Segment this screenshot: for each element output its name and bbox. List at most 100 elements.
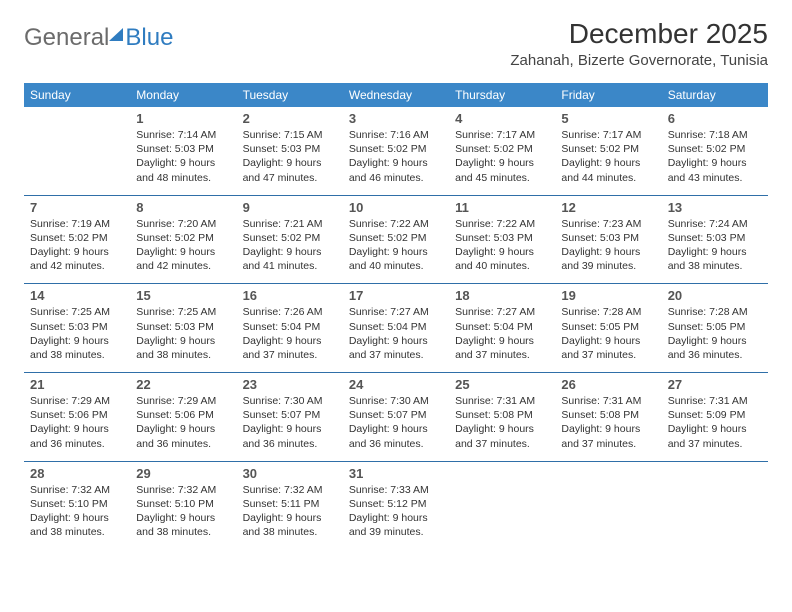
logo: General Blue bbox=[24, 24, 173, 52]
calendar-row: 7 Sunrise: 7:19 AMSunset: 5:02 PMDaylight… bbox=[24, 195, 768, 284]
weekday-header: Tuesday bbox=[237, 83, 343, 107]
calendar-cell: 14 Sunrise: 7:25 AMSunset: 5:03 PMDayligh… bbox=[24, 284, 130, 373]
calendar-cell: 11 Sunrise: 7:22 AMSunset: 5:03 PMDayligh… bbox=[449, 195, 555, 284]
day-number: 22 bbox=[136, 377, 230, 392]
day-number: 1 bbox=[136, 111, 230, 126]
day-details: Sunrise: 7:28 AMSunset: 5:05 PMDaylight:… bbox=[668, 305, 762, 362]
calendar-cell bbox=[555, 461, 661, 549]
weekday-header: Sunday bbox=[24, 83, 130, 107]
day-number: 23 bbox=[243, 377, 337, 392]
calendar-cell: 29 Sunrise: 7:32 AMSunset: 5:10 PMDayligh… bbox=[130, 461, 236, 549]
calendar-row: 14 Sunrise: 7:25 AMSunset: 5:03 PMDayligh… bbox=[24, 284, 768, 373]
calendar-cell: 2Sunrise: 7:15 AMSunset: 5:03 PMDaylight… bbox=[237, 107, 343, 195]
weekday-header: Wednesday bbox=[343, 83, 449, 107]
day-details: Sunrise: 7:21 AMSunset: 5:02 PMDaylight:… bbox=[243, 217, 337, 274]
calendar-cell bbox=[24, 107, 130, 195]
weekday-header-row: Sunday Monday Tuesday Wednesday Thursday… bbox=[24, 83, 768, 107]
day-number: 12 bbox=[561, 200, 655, 215]
day-number: 2 bbox=[243, 111, 337, 126]
day-details: Sunrise: 7:32 AMSunset: 5:10 PMDaylight:… bbox=[136, 483, 230, 540]
day-details: Sunrise: 7:25 AMSunset: 5:03 PMDaylight:… bbox=[136, 305, 230, 362]
calendar-cell bbox=[662, 461, 768, 549]
day-number: 20 bbox=[668, 288, 762, 303]
day-number: 9 bbox=[243, 200, 337, 215]
day-details: Sunrise: 7:19 AMSunset: 5:02 PMDaylight:… bbox=[30, 217, 124, 274]
day-details: Sunrise: 7:24 AMSunset: 5:03 PMDaylight:… bbox=[668, 217, 762, 274]
day-details: Sunrise: 7:22 AMSunset: 5:03 PMDaylight:… bbox=[455, 217, 549, 274]
calendar-cell: 9 Sunrise: 7:21 AMSunset: 5:02 PMDaylight… bbox=[237, 195, 343, 284]
calendar-row: 28 Sunrise: 7:32 AMSunset: 5:10 PMDayligh… bbox=[24, 461, 768, 549]
calendar-cell: 30 Sunrise: 7:32 AMSunset: 5:11 PMDayligh… bbox=[237, 461, 343, 549]
calendar-cell: 5Sunrise: 7:17 AMSunset: 5:02 PMDaylight… bbox=[555, 107, 661, 195]
day-details: Sunrise: 7:27 AMSunset: 5:04 PMDaylight:… bbox=[455, 305, 549, 362]
day-details: Sunrise: 7:27 AMSunset: 5:04 PMDaylight:… bbox=[349, 305, 443, 362]
month-title: December 2025 bbox=[510, 18, 768, 50]
day-number: 17 bbox=[349, 288, 443, 303]
calendar-cell: 10Sunrise: 7:22 AMSunset: 5:02 PMDayligh… bbox=[343, 195, 449, 284]
day-details: Sunrise: 7:31 AMSunset: 5:08 PMDaylight:… bbox=[455, 394, 549, 451]
calendar-cell: 19Sunrise: 7:28 AMSunset: 5:05 PMDayligh… bbox=[555, 284, 661, 373]
calendar-cell: 28 Sunrise: 7:32 AMSunset: 5:10 PMDayligh… bbox=[24, 461, 130, 549]
day-details: Sunrise: 7:30 AMSunset: 5:07 PMDaylight:… bbox=[243, 394, 337, 451]
title-block: December 2025 Zahanah, Bizerte Governora… bbox=[510, 18, 768, 69]
day-details: Sunrise: 7:28 AMSunset: 5:05 PMDaylight:… bbox=[561, 305, 655, 362]
calendar-row: 21 Sunrise: 7:29 AMSunset: 5:06 PMDayligh… bbox=[24, 373, 768, 462]
calendar-cell: 25 Sunrise: 7:31 AMSunset: 5:08 PMDayligh… bbox=[449, 373, 555, 462]
day-number: 25 bbox=[455, 377, 549, 392]
day-number: 4 bbox=[455, 111, 549, 126]
calendar-cell: 24Sunrise: 7:30 AMSunset: 5:07 PMDayligh… bbox=[343, 373, 449, 462]
logo-text-general: General bbox=[24, 24, 109, 52]
day-number: 18 bbox=[455, 288, 549, 303]
day-details: Sunrise: 7:26 AMSunset: 5:04 PMDaylight:… bbox=[243, 305, 337, 362]
day-details: Sunrise: 7:22 AMSunset: 5:02 PMDaylight:… bbox=[349, 217, 443, 274]
calendar-cell: 12 Sunrise: 7:23 AMSunset: 5:03 PMDayligh… bbox=[555, 195, 661, 284]
calendar-cell: 1 Sunrise: 7:14 AMSunset: 5:03 PMDaylight… bbox=[130, 107, 236, 195]
day-details: Sunrise: 7:17 AMSunset: 5:02 PMDaylight:… bbox=[561, 128, 655, 185]
day-number: 29 bbox=[136, 466, 230, 481]
day-number: 30 bbox=[243, 466, 337, 481]
day-details: Sunrise: 7:20 AMSunset: 5:02 PMDaylight:… bbox=[136, 217, 230, 274]
day-details: Sunrise: 7:17 AMSunset: 5:02 PMDaylight:… bbox=[455, 128, 549, 185]
calendar-row: 1 Sunrise: 7:14 AMSunset: 5:03 PMDaylight… bbox=[24, 107, 768, 195]
day-number: 7 bbox=[30, 200, 124, 215]
day-details: Sunrise: 7:32 AMSunset: 5:10 PMDaylight:… bbox=[30, 483, 124, 540]
day-number: 28 bbox=[30, 466, 124, 481]
weekday-header: Thursday bbox=[449, 83, 555, 107]
day-number: 26 bbox=[561, 377, 655, 392]
weekday-header: Monday bbox=[130, 83, 236, 107]
logo-text-blue: Blue bbox=[125, 24, 173, 52]
day-number: 14 bbox=[30, 288, 124, 303]
calendar-cell: 7 Sunrise: 7:19 AMSunset: 5:02 PMDaylight… bbox=[24, 195, 130, 284]
logo-triangle-icon bbox=[109, 28, 123, 41]
day-details: Sunrise: 7:25 AMSunset: 5:03 PMDaylight:… bbox=[30, 305, 124, 362]
calendar-cell: 18 Sunrise: 7:27 AMSunset: 5:04 PMDayligh… bbox=[449, 284, 555, 373]
day-number: 11 bbox=[455, 200, 549, 215]
day-details: Sunrise: 7:31 AMSunset: 5:09 PMDaylight:… bbox=[668, 394, 762, 451]
calendar-cell: 17 Sunrise: 7:27 AMSunset: 5:04 PMDayligh… bbox=[343, 284, 449, 373]
day-details: Sunrise: 7:14 AMSunset: 5:03 PMDaylight:… bbox=[136, 128, 230, 185]
calendar-cell: 16 Sunrise: 7:26 AMSunset: 5:04 PMDayligh… bbox=[237, 284, 343, 373]
calendar-cell: 20 Sunrise: 7:28 AMSunset: 5:05 PMDayligh… bbox=[662, 284, 768, 373]
day-number: 3 bbox=[349, 111, 443, 126]
day-details: Sunrise: 7:32 AMSunset: 5:11 PMDaylight:… bbox=[243, 483, 337, 540]
day-details: Sunrise: 7:33 AMSunset: 5:12 PMDaylight:… bbox=[349, 483, 443, 540]
day-number: 13 bbox=[668, 200, 762, 215]
calendar-cell: 22 Sunrise: 7:29 AMSunset: 5:06 PMDayligh… bbox=[130, 373, 236, 462]
calendar-cell: 6Sunrise: 7:18 AMSunset: 5:02 PMDaylight… bbox=[662, 107, 768, 195]
weekday-header: Saturday bbox=[662, 83, 768, 107]
day-number: 15 bbox=[136, 288, 230, 303]
calendar-cell: 3Sunrise: 7:16 AMSunset: 5:02 PMDaylight… bbox=[343, 107, 449, 195]
day-number: 21 bbox=[30, 377, 124, 392]
day-number: 16 bbox=[243, 288, 337, 303]
calendar-table: Sunday Monday Tuesday Wednesday Thursday… bbox=[24, 83, 768, 549]
calendar-cell: 13 Sunrise: 7:24 AMSunset: 5:03 PMDayligh… bbox=[662, 195, 768, 284]
day-details: Sunrise: 7:29 AMSunset: 5:06 PMDaylight:… bbox=[136, 394, 230, 451]
calendar-cell: 21Sunrise: 7:29 AMSunset: 5:06 PMDayligh… bbox=[24, 373, 130, 462]
day-details: Sunrise: 7:31 AMSunset: 5:08 PMDaylight:… bbox=[561, 394, 655, 451]
day-number: 24 bbox=[349, 377, 443, 392]
calendar-cell: 31Sunrise: 7:33 AMSunset: 5:12 PMDayligh… bbox=[343, 461, 449, 549]
day-details: Sunrise: 7:23 AMSunset: 5:03 PMDaylight:… bbox=[561, 217, 655, 274]
calendar-cell: 26 Sunrise: 7:31 AMSunset: 5:08 PMDayligh… bbox=[555, 373, 661, 462]
calendar-cell: 8 Sunrise: 7:20 AMSunset: 5:02 PMDaylight… bbox=[130, 195, 236, 284]
day-number: 8 bbox=[136, 200, 230, 215]
